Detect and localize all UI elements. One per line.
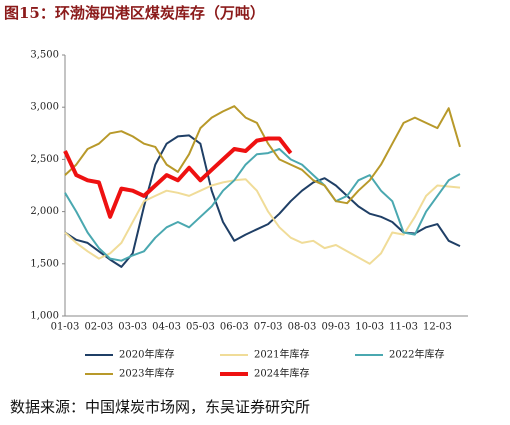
x-tick-label: 02-03 (84, 322, 113, 333)
x-tick-label: 05-03 (186, 322, 215, 333)
source-note: 数据来源：中国煤炭市场网，东吴证券研究所 (10, 398, 310, 416)
y-tick-label: 1,000 (30, 311, 59, 322)
y-tick-label: 2,000 (30, 206, 59, 217)
legend-label: 2022年库存 (389, 348, 444, 361)
x-tick-label: 08-03 (288, 322, 317, 333)
series-line (64, 178, 461, 265)
x-tick-label: 01-03 (51, 322, 80, 333)
x-tick-label: 11-03 (389, 322, 418, 333)
series-line (63, 136, 293, 219)
x-tick-label: 07-03 (254, 322, 283, 333)
series-line (64, 105, 461, 205)
x-tick-label: 10-03 (355, 322, 384, 333)
legend-label: 2023年库存 (119, 367, 174, 380)
x-tick-label: 04-03 (152, 322, 181, 333)
y-tick-label: 3,500 (30, 50, 59, 61)
legend-label: 2024年库存 (254, 367, 309, 380)
x-tick-label: 06-03 (220, 322, 249, 333)
chart-title: 图15：环渤海四港区煤炭库存（万吨） (4, 4, 265, 22)
y-tick-label: 3,000 (30, 102, 59, 113)
legend-label: 2021年库存 (254, 348, 309, 361)
y-tick-label: 1,500 (30, 258, 59, 269)
x-tick-label: 03-03 (118, 322, 147, 333)
x-tick-label: 09-03 (321, 322, 350, 333)
series-line (64, 148, 461, 262)
legend-label: 2020年库存 (119, 348, 174, 361)
x-tick-label: 12-03 (423, 322, 452, 333)
y-tick-label: 2,500 (30, 154, 59, 165)
